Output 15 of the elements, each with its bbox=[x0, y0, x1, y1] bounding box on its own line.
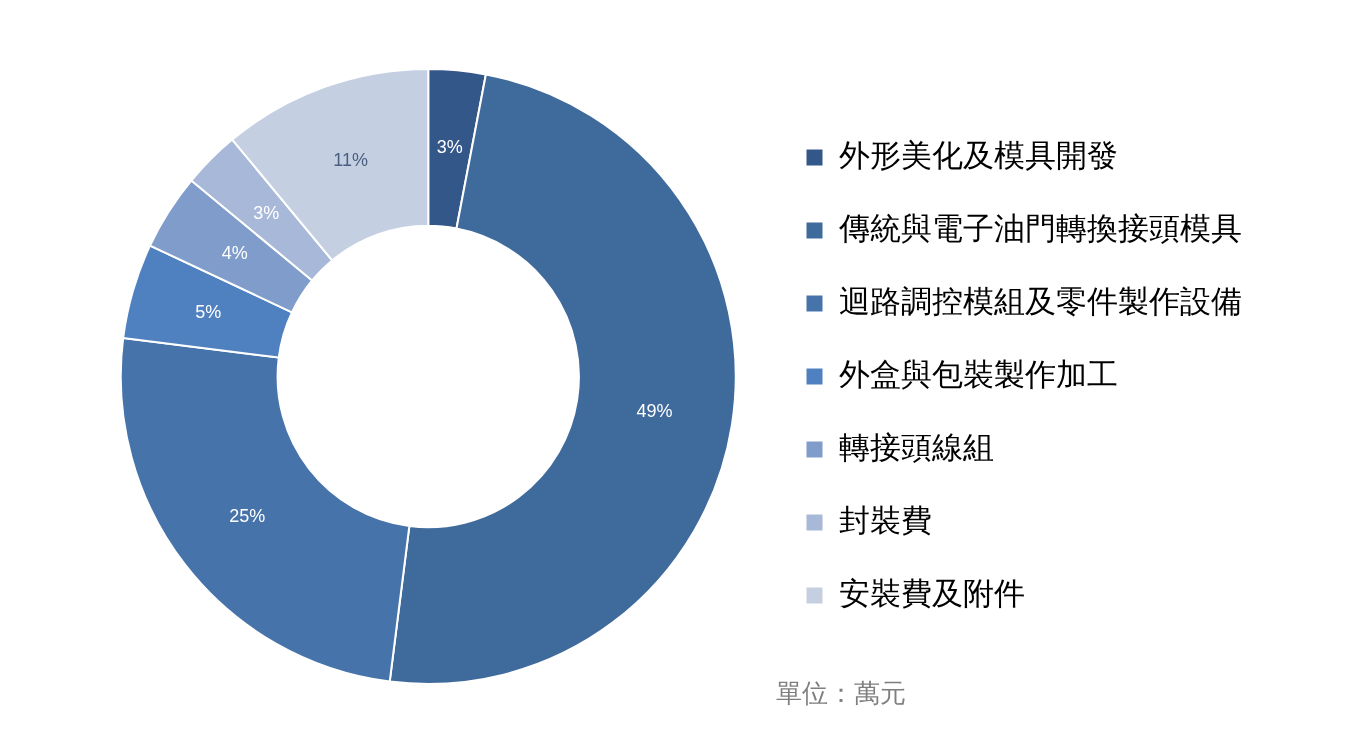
legend-label: 安裝費及附件 bbox=[839, 574, 1025, 611]
legend-label: 轉接頭線組 bbox=[839, 428, 994, 465]
legend-label: 迴路調控模組及零件製作設備 bbox=[839, 282, 1242, 319]
legend-label: 傳統與電子油門轉換接頭模具 bbox=[838, 209, 1242, 246]
data-label: 49% bbox=[636, 401, 673, 422]
legend-label: 外盒與包裝製作加工 bbox=[839, 355, 1118, 392]
data-label: 25% bbox=[229, 505, 266, 526]
data-label: 4% bbox=[221, 242, 248, 263]
text: 單位：萬元 bbox=[775, 677, 906, 708]
data-label: 11% bbox=[333, 149, 368, 170]
legend-label: 外形美化及模具開發 bbox=[839, 136, 1118, 173]
data-label: 5% bbox=[195, 301, 222, 322]
data-label: 3% bbox=[253, 203, 280, 224]
legend-label: 封裝費 bbox=[839, 501, 932, 538]
data-label: 3% bbox=[436, 137, 463, 158]
